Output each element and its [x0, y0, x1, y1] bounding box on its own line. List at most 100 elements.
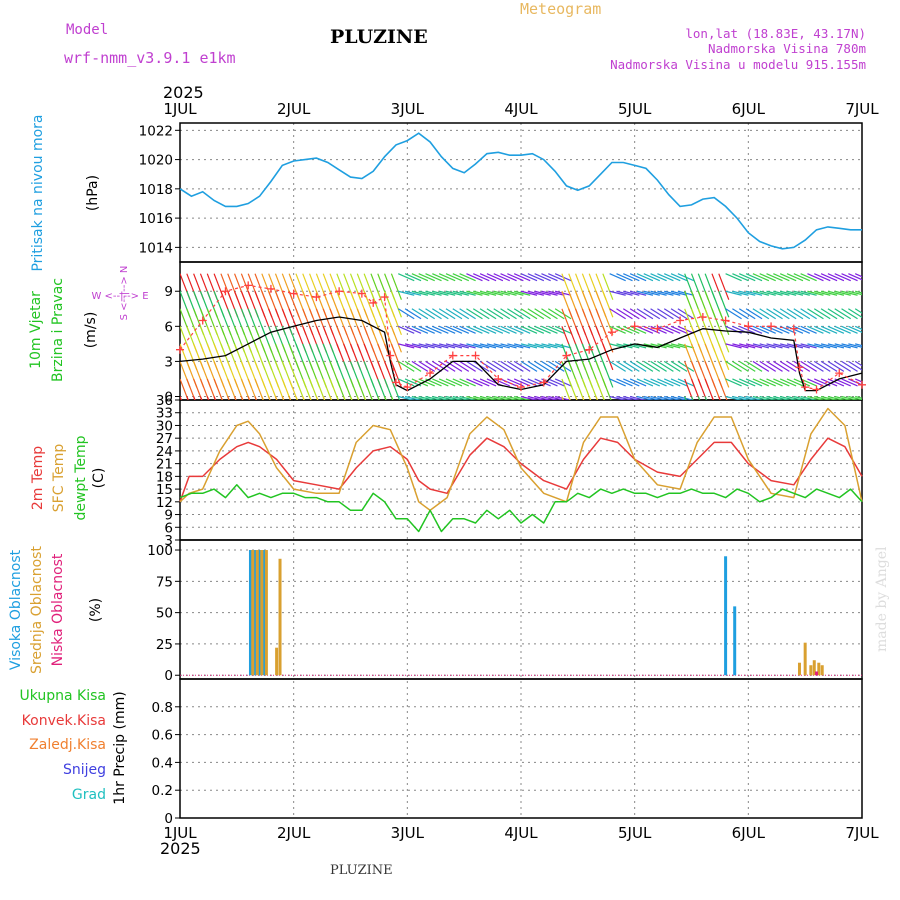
model-name: wrf-nmm_v3.9.1 e1km — [64, 49, 236, 67]
wind-barb-430 — [541, 290, 558, 296]
wind-gust-point-13 — [403, 383, 412, 392]
wind-barb-293 — [425, 308, 442, 320]
temperature-ytick-label-5: 18 — [156, 469, 173, 485]
x-tick-bottom-5: 6JUL — [732, 824, 766, 842]
wind-barb-288 — [425, 395, 442, 400]
wind-barb-302 — [432, 290, 449, 296]
wind-barb-738 — [807, 360, 824, 372]
wind-barb-435 — [548, 343, 565, 349]
x-tick-top-0: 1JUL — [163, 100, 197, 118]
wind-barb-536 — [636, 395, 654, 400]
wind-barb-497 — [602, 378, 612, 400]
wind-barb-695 — [766, 273, 783, 282]
wind-barb-574 — [664, 290, 681, 296]
wind-barb-201 — [349, 378, 360, 400]
wind-barb-570 — [663, 360, 681, 372]
wind-barb-601 — [690, 378, 701, 400]
wind-barb-323 — [452, 343, 469, 349]
wind-barb-520 — [623, 395, 640, 400]
wind-barb-344 — [473, 395, 490, 400]
cloud-ylabel: (%) — [88, 598, 104, 622]
wind-barb-754 — [820, 360, 838, 372]
wind-barb-512 — [616, 395, 633, 400]
wind-barb-500 — [602, 326, 614, 353]
wind-barb-549 — [643, 308, 661, 320]
wind-barb-437 — [547, 308, 565, 320]
wind-barb-295 — [425, 273, 442, 282]
precip-legend-3: Snijeg — [63, 762, 106, 778]
mid-cloud-bar-6 — [797, 662, 801, 676]
wind-barb-538 — [636, 360, 654, 372]
wind-barb-406 — [520, 290, 538, 296]
wind-barb-324 — [452, 325, 470, 334]
wind-barb-674 — [752, 360, 770, 372]
wind-barb-748 — [814, 325, 831, 334]
wind-barb-308 — [438, 325, 456, 334]
x-tick-bottom-0: 1JUL — [163, 824, 197, 842]
wind-barb-647 — [725, 273, 742, 282]
wind-barb-579 — [670, 343, 688, 349]
wind-barb-473 — [581, 378, 592, 400]
wind-barb-528 — [629, 395, 647, 400]
wind-barb-730 — [800, 360, 817, 372]
wind-barb-762 — [827, 360, 845, 372]
wind-barb-658 — [738, 360, 756, 372]
wind-barbs — [180, 273, 862, 400]
wind-barb-264 — [404, 395, 422, 400]
wind-barb-395 — [514, 343, 531, 349]
wind-barb-533 — [629, 308, 647, 320]
wind-barb-370 — [493, 360, 511, 372]
wind-barb-269 — [404, 308, 422, 320]
wind-barb-687 — [759, 273, 776, 282]
year-top: 2025 — [163, 83, 204, 102]
wind-barb-374 — [493, 290, 510, 296]
wind-barb-388 — [507, 325, 524, 334]
wind-barb-521 — [623, 378, 640, 387]
wind-barb-713 — [786, 378, 804, 387]
wind-barb-671 — [745, 273, 763, 282]
wind-barb-318 — [445, 290, 463, 296]
wind-barb-277 — [411, 308, 429, 320]
wind-barb-684 — [759, 325, 776, 334]
wind-barb-710 — [780, 290, 797, 296]
low-cloud-bar-0 — [815, 671, 819, 676]
wind-barb-766 — [827, 290, 845, 296]
wind-barb-669 — [745, 308, 763, 320]
wind-barb-800 — [861, 396, 862, 398]
wind-barb-305 — [438, 378, 456, 387]
high-cloud-bar-2 — [258, 550, 262, 676]
wind-barb-280 — [418, 395, 435, 400]
wind-barb-367 — [486, 273, 504, 282]
wind-barb-185 — [336, 378, 346, 400]
wind-barb-544 — [643, 395, 660, 400]
wind-barb-526 — [623, 290, 640, 296]
wind-barb-390 — [507, 290, 524, 296]
wind-barb-287 — [418, 273, 435, 282]
wind-barb-359 — [479, 273, 497, 282]
wind-gust-line — [179, 284, 863, 391]
pressure-ytick-label-1: 1016 — [139, 211, 173, 227]
wind-barb-803 — [861, 343, 862, 345]
wind-barb-271 — [404, 273, 422, 282]
wind-barb-363 — [486, 343, 504, 349]
wind-barb-356 — [479, 325, 497, 334]
wind-barb-317 — [445, 308, 463, 320]
wind-barb-331 — [459, 343, 476, 349]
wind-gust-point-34 — [835, 369, 844, 378]
wind-barb-783 — [841, 273, 858, 282]
wind-barb-432 — [548, 395, 565, 400]
wind-barb-791 — [848, 273, 862, 281]
temperature-ytick-label-9: 30 — [156, 418, 173, 434]
wind-barb-796 — [854, 325, 862, 330]
wind-barb-436 — [548, 325, 565, 334]
wind-barb-502 — [602, 291, 614, 318]
wind-barb-640 — [725, 395, 742, 400]
wind-gust-point-28 — [744, 322, 753, 331]
wind-barb-666 — [745, 360, 763, 372]
wind-barb-763 — [827, 343, 845, 349]
wind-barb-368 — [493, 395, 510, 400]
wind-barb-678 — [752, 290, 770, 296]
wind-barb-252 — [390, 326, 402, 353]
wind-barb-262 — [398, 290, 415, 296]
pressure-ytick-label-2: 1018 — [139, 182, 173, 198]
